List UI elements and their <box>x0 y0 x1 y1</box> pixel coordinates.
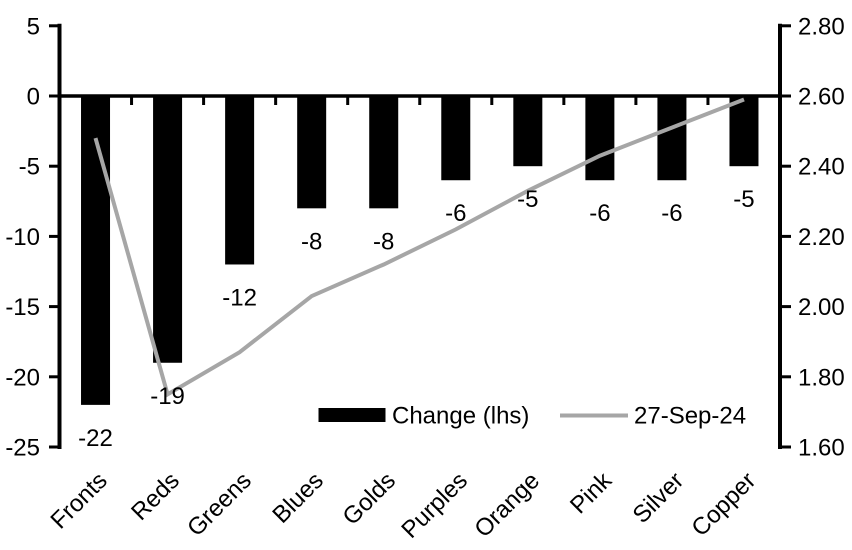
bar-reds <box>153 96 183 363</box>
left-axis-tick-label: -20 <box>5 364 40 391</box>
bar-orange <box>513 96 543 167</box>
bar-value-label-purples: -6 <box>445 200 466 227</box>
bar-value-label-pink: -6 <box>589 200 610 227</box>
bar-value-label-greens: -12 <box>222 284 257 311</box>
bar-purples <box>441 96 471 181</box>
bar-silver <box>657 96 687 181</box>
bar-value-label-fronts: -22 <box>78 425 113 452</box>
bar-value-labels: -22 -19 -12 -8 -8 -6 -5 -6 -6 -5 <box>78 186 754 452</box>
legend: Change (lhs) 27-Sep-24 <box>318 403 746 430</box>
left-axis-tick-label: -5 <box>19 154 40 181</box>
left-axis-tick-label: -25 <box>5 435 40 462</box>
line-series <box>93 97 745 398</box>
right-axis-tick-label: 2.80 <box>798 13 845 40</box>
right-axis-tick-label: 2.40 <box>798 154 845 181</box>
left-axis-tick-label: 5 <box>27 13 40 40</box>
bar-value-label-blues: -8 <box>301 228 322 255</box>
left-axis-tick-label: 0 <box>27 84 40 111</box>
bar-value-label-copper: -5 <box>733 186 754 213</box>
bar-greens <box>225 96 255 265</box>
right-axis-tick-label: 1.60 <box>798 435 845 462</box>
bar-golds <box>369 96 399 209</box>
bar-fronts <box>81 96 111 405</box>
right-axis-tick-label: 2.20 <box>798 224 845 251</box>
bar-value-label-golds: -8 <box>373 228 394 255</box>
right-axis-tick-label: 2.60 <box>798 84 845 111</box>
legend-label-27-sep-24: 27-Sep-24 <box>634 403 746 430</box>
legend-bar-swatch <box>318 408 386 422</box>
bar-blues <box>297 96 327 209</box>
legend-label-change-lhs-: Change (lhs) <box>392 403 529 430</box>
bar-copper <box>729 96 759 167</box>
bar-value-label-orange: -5 <box>517 186 538 213</box>
bar-series <box>81 96 759 405</box>
bar-value-label-silver: -6 <box>661 200 682 227</box>
bar-value-label-reds: -19 <box>150 383 185 410</box>
right-axis-tick-label: 2.00 <box>798 294 845 321</box>
left-axis-tick-label: -10 <box>5 224 40 251</box>
left-axis-tick-label: -15 <box>5 294 40 321</box>
right-axis-tick-label: 1.80 <box>798 364 845 391</box>
bar-pink <box>585 96 615 181</box>
